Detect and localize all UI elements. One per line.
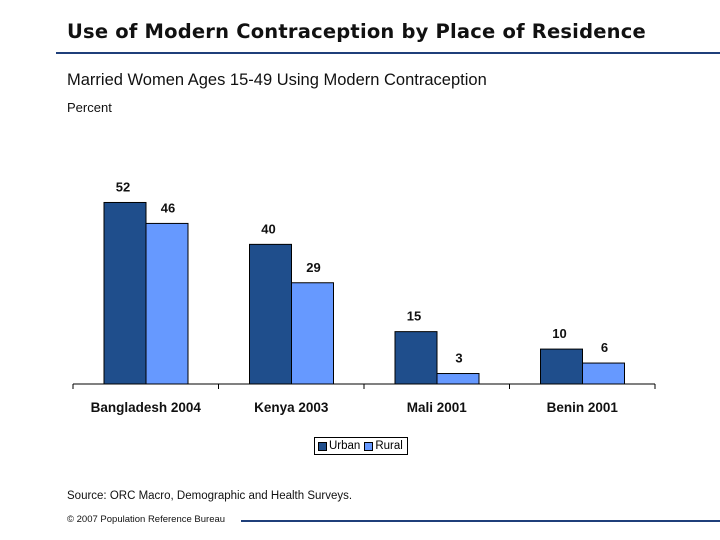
title-divider xyxy=(56,52,720,54)
data-label-benin-2001-rural: 6 xyxy=(601,340,608,355)
source-note: Source: ORC Macro, Demographic and Healt… xyxy=(67,490,353,502)
bar-benin-2001-urban xyxy=(540,348,583,385)
bar-kenya-2003-urban xyxy=(249,243,292,385)
data-label-mali-2001-urban: 15 xyxy=(407,309,421,324)
legend-item-rural: Rural xyxy=(364,440,403,452)
bar-benin-2001-rural xyxy=(582,362,625,385)
category-label-bangladesh-2004: Bangladesh 2004 xyxy=(91,400,202,415)
page-title: Use of Modern Contraception by Place of … xyxy=(67,20,646,43)
legend-label-urban: Urban xyxy=(329,440,361,452)
category-label-kenya-2003: Kenya 2003 xyxy=(254,400,329,415)
data-label-benin-2001-urban: 10 xyxy=(552,326,566,341)
category-label-mali-2001: Mali 2001 xyxy=(407,400,468,415)
bar-bangladesh-2004-rural xyxy=(145,222,189,385)
bar-kenya-2003-rural xyxy=(291,282,334,385)
unit-label: Percent xyxy=(67,100,112,115)
footer-divider xyxy=(241,520,720,522)
chart-subtitle: Married Women Ages 15-49 Using Modern Co… xyxy=(67,71,487,89)
data-label-bangladesh-2004-rural: 46 xyxy=(161,200,175,215)
bar-mali-2001-urban xyxy=(394,331,438,385)
category-label-benin-2001: Benin 2001 xyxy=(547,400,619,415)
data-label-kenya-2003-rural: 29 xyxy=(306,260,320,275)
bar-mali-2001-rural xyxy=(436,373,480,385)
legend-swatch-rural xyxy=(364,441,374,451)
legend-item-urban: Urban xyxy=(318,440,360,452)
data-label-kenya-2003-urban: 40 xyxy=(261,221,275,236)
copyright-note: © 2007 Population Reference Bureau xyxy=(67,514,226,525)
bar-bangladesh-2004-urban xyxy=(103,201,147,385)
legend-swatch-urban xyxy=(318,441,327,451)
data-label-bangladesh-2004-urban: 52 xyxy=(116,179,130,194)
data-label-mali-2001-rural: 3 xyxy=(455,351,462,366)
legend-label-rural: Rural xyxy=(375,440,403,452)
chart-legend: Urban Rural xyxy=(314,437,408,455)
